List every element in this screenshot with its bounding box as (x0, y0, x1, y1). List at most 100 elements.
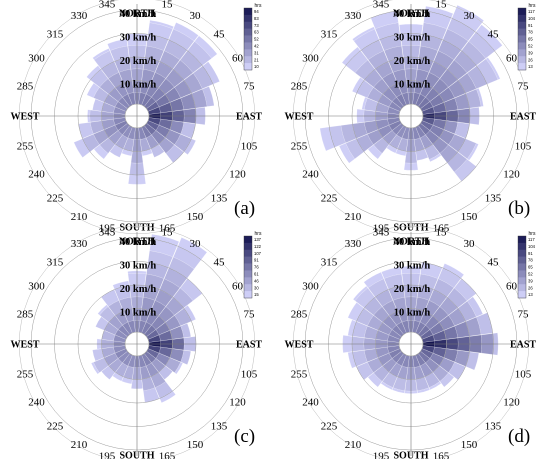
cardinal-label: SOUTH (393, 223, 428, 234)
wind-sector (466, 296, 484, 317)
wind-sector (149, 20, 174, 30)
cardinal-label: NORTH (119, 9, 156, 20)
legend-swatch (518, 56, 526, 64)
angle-label: 315 (47, 256, 64, 268)
legend-tick: 21 (254, 57, 259, 62)
legend-swatch (244, 8, 252, 16)
legend-swatch (518, 14, 526, 23)
legend-tick: 13 (528, 64, 533, 69)
speed-label: 20 km/h (120, 284, 157, 295)
legend-frame (517, 7, 527, 71)
panel-letter: (d) (508, 426, 530, 447)
angle-label: 135 (485, 421, 502, 433)
wind-rose-panel: NORTH1530456075EAST105120135150165SOUTH1… (11, 0, 262, 235)
cardinal-label: NORTH (393, 9, 430, 20)
legend-swatch (518, 42, 526, 50)
wind-sector (97, 304, 109, 316)
legend-swatch (518, 270, 526, 278)
angle-label: 60 (232, 53, 244, 65)
speed-label: 40 km/h (394, 237, 431, 248)
angle-label: 330 (71, 238, 88, 250)
speed-label: 20 km/h (394, 56, 431, 67)
wind-sector (338, 143, 356, 164)
legend-tick: 30 (254, 285, 259, 290)
angle-label: 60 (232, 281, 244, 293)
wind-sector (439, 372, 455, 388)
legend-tick: 65 (528, 265, 533, 270)
speed-label: 30 km/h (394, 261, 431, 272)
wind-sector (428, 153, 442, 163)
cardinal-label: WEST (285, 340, 314, 351)
speed-label: 30 km/h (394, 33, 431, 44)
angle-label: 255 (291, 141, 308, 153)
legend-swatch (244, 236, 252, 244)
angle-label: 135 (211, 193, 228, 205)
cardinal-label: SOUTH (393, 451, 428, 459)
angle-label: 210 (345, 211, 362, 223)
angle-label: 105 (515, 141, 532, 153)
legend-tick: 39 (528, 278, 533, 283)
angle-label: 240 (302, 397, 319, 409)
legend-tick: 73 (254, 23, 259, 28)
angle-label: 315 (47, 28, 64, 40)
legend-tick: 52 (528, 271, 533, 276)
wind-sector (92, 48, 110, 61)
angle-label: 240 (302, 169, 319, 181)
angle-label: 15 (436, 226, 448, 238)
legend-swatch (518, 277, 526, 285)
cardinal-label: WEST (11, 340, 40, 351)
legend-tick: 52 (528, 43, 533, 48)
legend-swatch (518, 21, 526, 29)
angle-label: 150 (187, 211, 204, 223)
wind-sector (367, 144, 383, 160)
speed-label: 30 km/h (120, 33, 157, 44)
angle-label: 195 (373, 223, 390, 235)
angle-label: 300 (28, 281, 45, 293)
legend-swatch (518, 35, 526, 43)
angle-label: 225 (47, 421, 64, 433)
wind-sector (428, 381, 442, 391)
cardinal-label: NORTH (393, 237, 430, 248)
legend-tick: 117 (528, 9, 535, 14)
angle-label: 150 (187, 439, 204, 451)
angle-label: 255 (17, 369, 34, 381)
wind-sector (476, 88, 484, 107)
wind-sector (352, 285, 369, 302)
angle-label: 330 (345, 10, 362, 22)
angle-label: 300 (302, 53, 319, 65)
legend-swatch (244, 291, 252, 299)
angle-label: 300 (302, 281, 319, 293)
legend-swatch (518, 256, 526, 264)
wind-sector (363, 271, 384, 289)
wind-sector (367, 372, 383, 388)
angle-label: 300 (28, 53, 45, 65)
legend-tick: 39 (528, 50, 533, 55)
legend-tick: 104 (528, 16, 536, 21)
legend-swatch (518, 284, 526, 292)
legend-swatch (244, 277, 252, 285)
angle-label: 105 (241, 369, 258, 381)
legend-swatch (244, 35, 252, 43)
angle-label: 120 (503, 397, 520, 409)
speed-label: 40 km/h (120, 9, 157, 20)
legend-tick: 78 (528, 258, 533, 263)
angle-label: 345 (373, 0, 390, 10)
legend-swatch (518, 8, 526, 16)
angle-label: 105 (241, 141, 258, 153)
angle-label: 345 (99, 226, 116, 238)
wind-sector (352, 26, 375, 42)
angle-label: 315 (321, 28, 338, 40)
cardinal-label: EAST (236, 112, 262, 123)
angle-label: 195 (99, 223, 116, 235)
angle-label: 75 (518, 80, 530, 92)
legend-tick: 91 (528, 251, 533, 256)
legend-swatch (518, 263, 526, 271)
wind-rose-panel: NORTH1530456075EAST105120135150165SOUTH1… (11, 226, 262, 459)
cardinal-label: NORTH (119, 237, 156, 248)
legend-swatch (244, 42, 252, 50)
angle-label: 165 (433, 451, 450, 459)
legend-tick: 83 (254, 16, 259, 21)
cardinal-label: EAST (510, 112, 536, 123)
angle-label: 45 (214, 28, 226, 40)
angle-label: 240 (28, 169, 45, 181)
